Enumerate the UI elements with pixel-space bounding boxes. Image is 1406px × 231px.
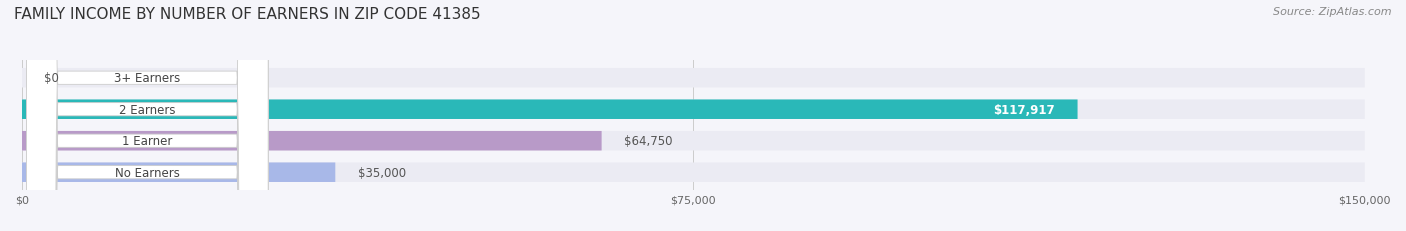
Text: $64,750: $64,750	[624, 135, 672, 148]
FancyBboxPatch shape	[27, 0, 269, 231]
Text: $35,000: $35,000	[357, 166, 406, 179]
Text: $0: $0	[45, 72, 59, 85]
FancyBboxPatch shape	[22, 131, 1365, 151]
FancyBboxPatch shape	[27, 0, 269, 231]
Text: 3+ Earners: 3+ Earners	[114, 72, 180, 85]
Text: FAMILY INCOME BY NUMBER OF EARNERS IN ZIP CODE 41385: FAMILY INCOME BY NUMBER OF EARNERS IN ZI…	[14, 7, 481, 22]
Text: $117,917: $117,917	[994, 103, 1054, 116]
FancyBboxPatch shape	[27, 0, 269, 231]
FancyBboxPatch shape	[22, 69, 1365, 88]
Text: Source: ZipAtlas.com: Source: ZipAtlas.com	[1274, 7, 1392, 17]
FancyBboxPatch shape	[22, 163, 335, 182]
Text: 1 Earner: 1 Earner	[122, 135, 173, 148]
Text: 2 Earners: 2 Earners	[120, 103, 176, 116]
Text: No Earners: No Earners	[115, 166, 180, 179]
FancyBboxPatch shape	[22, 100, 1077, 119]
FancyBboxPatch shape	[27, 0, 269, 231]
FancyBboxPatch shape	[22, 100, 1365, 119]
FancyBboxPatch shape	[22, 163, 1365, 182]
FancyBboxPatch shape	[22, 131, 602, 151]
